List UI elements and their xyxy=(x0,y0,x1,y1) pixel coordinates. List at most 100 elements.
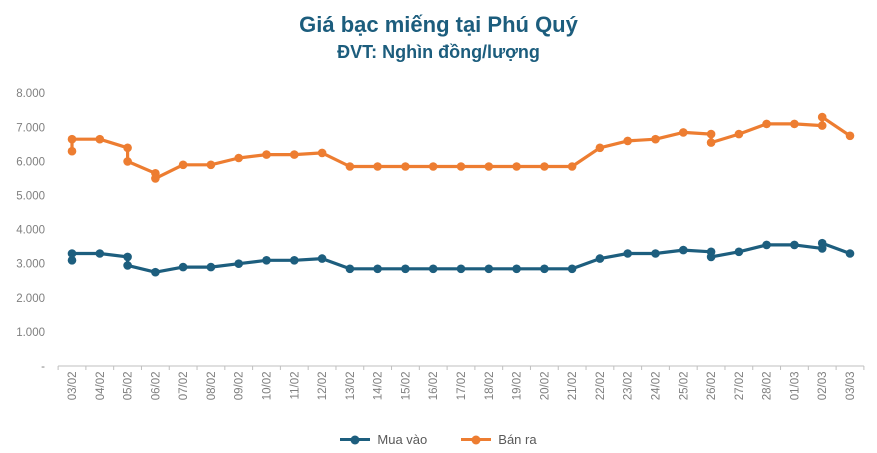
x-axis-label: 21/02 xyxy=(567,372,579,401)
y-axis-label: - xyxy=(41,361,45,373)
x-axis-label: 11/02 xyxy=(289,372,301,400)
x-axis-label: 12/02 xyxy=(317,372,329,401)
data-point xyxy=(428,162,438,171)
y-axis-label: 2.000 xyxy=(16,293,45,305)
chart-title: Giá bạc miếng tại Phú Quý xyxy=(299,12,578,37)
data-point xyxy=(790,119,799,129)
x-axis-label: 08/02 xyxy=(206,372,218,401)
data-point xyxy=(845,131,855,141)
data-point xyxy=(345,264,355,274)
data-point xyxy=(373,264,382,274)
data-point xyxy=(345,162,355,171)
x-axis-label: 09/02 xyxy=(234,372,246,401)
data-point xyxy=(734,247,744,257)
data-point xyxy=(706,129,716,139)
data-point xyxy=(706,138,716,147)
x-axis-label: 15/02 xyxy=(400,372,412,401)
x-axis-label: 01/03 xyxy=(789,372,801,401)
data-point xyxy=(290,150,299,159)
data-point xyxy=(456,264,466,274)
data-point xyxy=(178,262,188,272)
data-point xyxy=(817,121,827,130)
x-axis-label: 05/02 xyxy=(123,372,135,401)
chart-subtitle: ĐVT: Nghìn đồng/lượng xyxy=(337,42,540,62)
x-axis-label: 07/02 xyxy=(178,372,190,401)
x-axis-label: 06/02 xyxy=(150,372,162,401)
x-axis-label: 17/02 xyxy=(456,372,468,401)
x-axis-label: 16/02 xyxy=(428,372,440,401)
data-point xyxy=(595,254,605,263)
legend-label-ban-ra: Bán ra xyxy=(498,432,537,447)
x-axis-label: 04/02 xyxy=(95,372,107,401)
data-point xyxy=(67,255,77,265)
y-axis-label: 4.000 xyxy=(16,225,45,237)
legend-label-mua-vao: Mua vào xyxy=(377,432,428,447)
legend-item-ban-ra: Bán ra xyxy=(461,432,537,447)
x-axis-label: 22/02 xyxy=(595,372,607,401)
y-axis-label: 8.000 xyxy=(16,88,45,100)
x-axis-label: 26/02 xyxy=(706,372,718,401)
x-axis-label: 27/02 xyxy=(734,372,746,401)
y-axis-label: 7.000 xyxy=(16,122,45,134)
data-point xyxy=(67,249,77,258)
data-point xyxy=(428,264,438,274)
data-point xyxy=(540,264,549,274)
data-point xyxy=(67,146,77,156)
data-point xyxy=(623,136,632,146)
data-point xyxy=(123,143,132,153)
data-point xyxy=(317,148,327,158)
data-point xyxy=(234,153,243,163)
data-point xyxy=(67,134,77,144)
x-axis-label: 14/02 xyxy=(373,372,385,401)
data-point xyxy=(401,264,410,274)
data-point xyxy=(845,249,855,258)
x-axis-label: 03/03 xyxy=(845,372,857,401)
data-point xyxy=(151,267,160,277)
y-axis-label: 3.000 xyxy=(16,259,45,271)
data-point xyxy=(762,119,771,129)
data-point xyxy=(595,143,605,153)
data-point xyxy=(512,264,521,274)
y-axis-label: 5.000 xyxy=(16,191,45,203)
data-point xyxy=(540,162,549,171)
data-point xyxy=(95,134,105,144)
y-axis-label: 6.000 xyxy=(16,156,45,168)
x-axis-label: 03/02 xyxy=(67,372,79,401)
data-point xyxy=(206,160,216,170)
data-point xyxy=(290,255,299,265)
chart-legend: Mua vào Bán ra xyxy=(0,432,877,447)
data-point xyxy=(651,249,660,258)
x-axis-label: 24/02 xyxy=(651,372,663,401)
data-point xyxy=(95,249,105,258)
data-point xyxy=(623,249,632,258)
data-point xyxy=(151,174,160,183)
data-point xyxy=(817,112,827,122)
data-point xyxy=(706,252,716,262)
legend-item-mua-vao: Mua vào xyxy=(340,432,427,447)
data-point xyxy=(762,240,771,250)
data-point xyxy=(567,264,577,274)
data-point xyxy=(512,162,521,171)
legend-marker-mua-vao xyxy=(340,435,371,444)
data-point xyxy=(123,252,132,262)
data-point xyxy=(234,259,243,269)
data-point xyxy=(401,162,410,171)
x-axis-label: 10/02 xyxy=(262,372,274,401)
data-point xyxy=(373,162,382,171)
data-point xyxy=(262,255,271,265)
x-axis-label: 25/02 xyxy=(678,372,690,401)
x-axis-label: 02/03 xyxy=(817,372,829,401)
y-axis-label: 1.000 xyxy=(16,327,45,339)
data-point xyxy=(651,134,660,144)
x-axis-label: 18/02 xyxy=(484,372,496,401)
data-point xyxy=(123,261,132,270)
data-point xyxy=(484,162,494,171)
x-axis-label: 28/02 xyxy=(762,372,774,401)
data-point xyxy=(790,240,799,250)
x-axis-label: 19/02 xyxy=(512,372,524,401)
data-point xyxy=(567,162,577,171)
data-point xyxy=(262,150,271,159)
data-point xyxy=(123,157,132,166)
